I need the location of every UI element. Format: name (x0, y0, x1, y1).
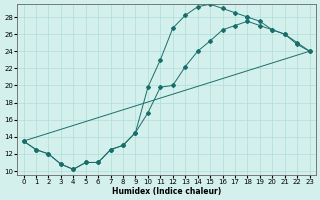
X-axis label: Humidex (Indice chaleur): Humidex (Indice chaleur) (112, 187, 221, 196)
